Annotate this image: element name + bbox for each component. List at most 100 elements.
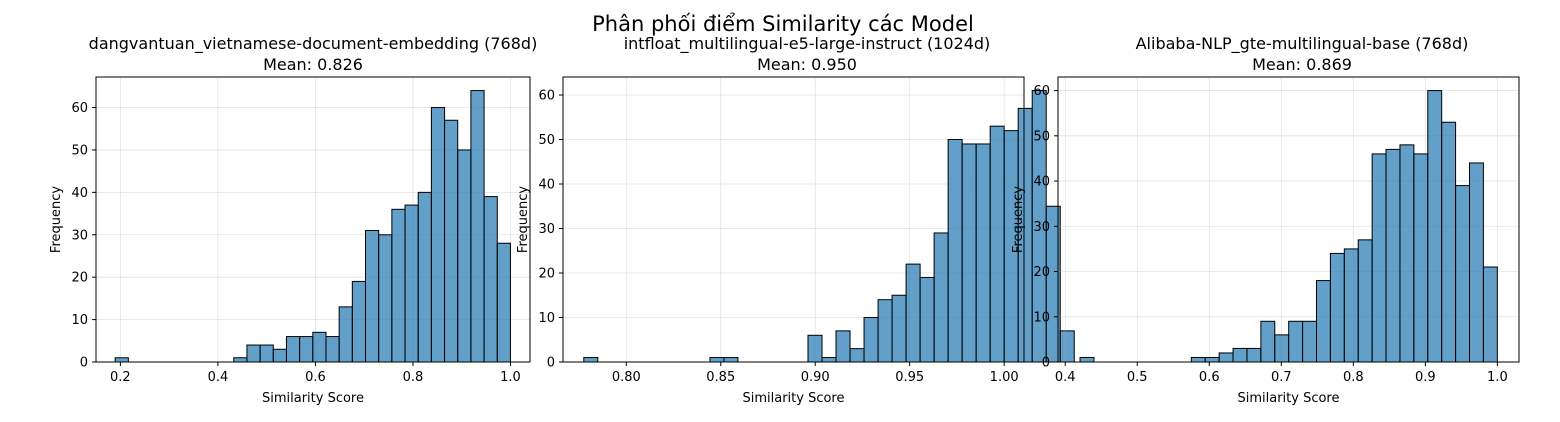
histogram-bar — [497, 243, 510, 362]
y-tick-label: 50 — [538, 133, 555, 148]
histogram-bar — [934, 233, 948, 362]
y-tick-label: 40 — [1033, 175, 1050, 190]
histogram-bar — [948, 140, 962, 362]
histogram-bar — [471, 91, 484, 362]
histogram-bar — [1060, 331, 1074, 362]
histogram-bar — [1289, 321, 1303, 362]
y-axis-label: Frequency — [516, 186, 531, 253]
x-tick-label: 0.8 — [1343, 370, 1364, 385]
y-tick-label: 20 — [71, 271, 88, 286]
histogram-bar — [313, 332, 326, 362]
y-tick-label: 40 — [71, 186, 88, 201]
x-tick-label: 0.4 — [208, 370, 229, 385]
y-tick-label: 60 — [538, 89, 555, 104]
subplot-title: intfloat_multilingual-e5-large-instruct … — [624, 34, 991, 54]
x-tick-label: 0.90 — [801, 370, 830, 385]
y-tick-label: 10 — [71, 313, 88, 328]
y-axis-label: Frequency — [49, 186, 64, 253]
x-tick-label: 1.0 — [1487, 370, 1508, 385]
histogram-bar — [920, 277, 934, 362]
histogram-bar — [1400, 145, 1414, 362]
x-axis-label: Similarity Score — [262, 391, 364, 406]
subplot-3: 0.4 0.5 0.6 0.7 0.8 0.9 1.0 0 10 20 30 40 50 60 Alibab… — [1011, 34, 1519, 406]
histogram-bar — [1316, 281, 1330, 362]
y-tick-label: 50 — [1033, 129, 1050, 144]
histogram-bar — [115, 358, 128, 362]
x-tick-label: 0.85 — [706, 370, 735, 385]
histogram-bar — [906, 264, 920, 362]
histogram-bar — [1414, 154, 1428, 362]
x-tick-label: 1.0 — [500, 370, 521, 385]
y-tick-label: 60 — [71, 101, 88, 116]
histogram-bar — [286, 337, 299, 362]
y-tick-label: 0 — [80, 356, 88, 371]
histogram-bar — [962, 144, 976, 362]
histogram-bar — [1442, 122, 1456, 362]
y-tick-label: 0 — [547, 356, 555, 371]
histogram-bar — [990, 126, 1004, 362]
histogram-bar — [339, 307, 352, 362]
histogram-bar — [379, 235, 392, 362]
histogram-bar — [1344, 249, 1358, 362]
y-tick-label: 40 — [538, 178, 555, 193]
histogram-bar — [1358, 240, 1372, 362]
histogram-bar — [1386, 149, 1400, 362]
histogram-bar — [1330, 253, 1344, 362]
y-tick-label: 30 — [1033, 220, 1050, 235]
y-tick-label: 50 — [71, 143, 88, 158]
histogram-bar — [1261, 321, 1275, 362]
histogram-bar — [808, 335, 822, 362]
subplot-mean: Mean: 0.950 — [757, 55, 857, 74]
histogram-bar — [710, 358, 724, 362]
x-tick-label: 0.80 — [612, 370, 641, 385]
histogram-bar — [1470, 163, 1484, 362]
histogram-bar — [247, 345, 260, 362]
histogram-bar — [1205, 357, 1219, 362]
histogram-bar — [878, 300, 892, 362]
histogram-bar — [234, 358, 247, 362]
histogram-bar — [976, 144, 990, 362]
y-tick-label: 60 — [1033, 84, 1050, 99]
histogram-bar — [458, 150, 471, 362]
x-tick-label: 0.6 — [305, 370, 326, 385]
x-tick-label: 0.8 — [403, 370, 424, 385]
subplot-title: dangvantuan_vietnamese-document-embeddin… — [89, 34, 538, 54]
histogram-bar — [836, 331, 850, 362]
histogram-bar — [273, 349, 286, 362]
histogram-bar — [864, 318, 878, 362]
histogram-bar — [1372, 154, 1386, 362]
histogram-bar — [1483, 267, 1497, 362]
x-tick-label: 0.2 — [110, 370, 131, 385]
subplot-1: 0.2 0.4 0.6 0.8 1.0 0 10 20 30 40 50 60 dangvantuan_… — [49, 34, 537, 406]
subplot-mean: Mean: 0.869 — [1252, 55, 1352, 74]
x-tick-label: 0.6 — [1199, 370, 1220, 385]
x-tick-label: 0.4 — [1055, 370, 1076, 385]
histogram-bar — [405, 205, 418, 362]
histogram-bar — [1303, 321, 1317, 362]
histogram-bar — [1191, 357, 1205, 362]
histogram-bar — [445, 120, 458, 362]
subplot-title: Alibaba-NLP_gte-multilingual-base (768d) — [1136, 34, 1469, 54]
histogram-bar — [1233, 348, 1247, 362]
histogram-bar — [352, 281, 365, 362]
x-tick-label: 0.5 — [1127, 370, 1148, 385]
subplot-mean: Mean: 0.826 — [263, 55, 363, 74]
histogram-bar — [1219, 353, 1233, 362]
y-tick-label: 20 — [1033, 265, 1050, 280]
y-tick-label: 10 — [538, 311, 555, 326]
x-tick-label: 1.00 — [990, 370, 1019, 385]
histogram-bar — [326, 337, 339, 362]
x-axis-label: Similarity Score — [1237, 391, 1339, 406]
histogram-bar — [484, 197, 497, 362]
histogram-bar — [300, 337, 313, 362]
x-axis-label: Similarity Score — [742, 391, 844, 406]
histogram-bar — [418, 192, 431, 362]
histogram-bar — [431, 108, 444, 362]
histogram-bar — [260, 345, 273, 362]
histogram-bar — [850, 349, 864, 362]
histogram-bar — [584, 358, 598, 362]
histogram-bar — [1456, 186, 1470, 362]
histogram-bar — [892, 295, 906, 362]
figure-suptitle: Phân phối điểm Similarity các Model — [592, 12, 974, 36]
x-tick-label: 0.9 — [1415, 370, 1436, 385]
